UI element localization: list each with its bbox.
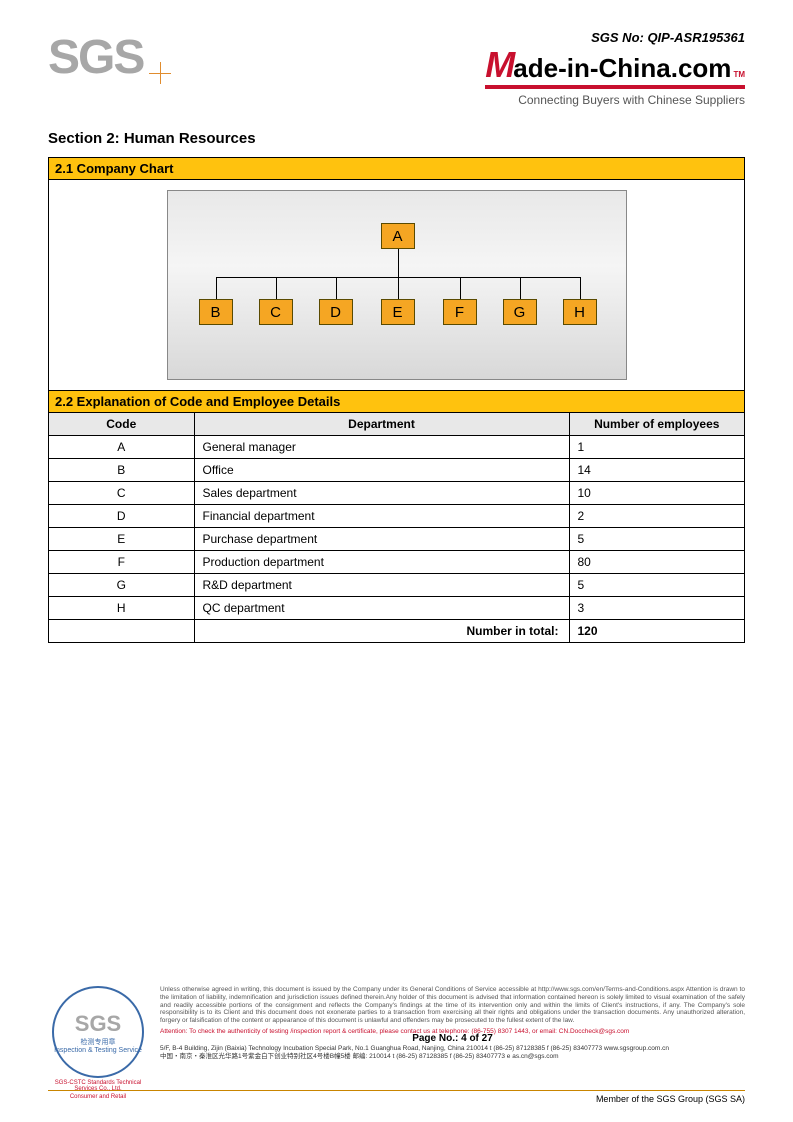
cell-department: General manager xyxy=(194,436,569,459)
org-node-child: G xyxy=(503,299,537,325)
col-header-employees: Number of employees xyxy=(569,413,744,436)
sgs-number: SGS No: QIP-ASR195361 xyxy=(485,30,745,45)
content-box: 2.1 Company Chart ABCDEFGH 2.2 Explanati… xyxy=(48,157,745,643)
seal-chinese-text: 检测专用章 xyxy=(81,1037,116,1047)
made-in-china-logo: Made-in-China.comTM xyxy=(485,47,745,83)
cell-code: D xyxy=(49,505,194,528)
company-chart-area: A BCD E FGH xyxy=(49,180,744,390)
cell-employees: 3 xyxy=(569,597,744,620)
org-node-child: F xyxy=(443,299,477,325)
sgs-logo: SGS xyxy=(48,30,143,85)
mic-logo-m: M xyxy=(485,47,515,83)
cell-employees: 80 xyxy=(569,551,744,574)
org-line-vertical xyxy=(398,249,399,277)
seal-sgs-text: SGS xyxy=(75,1011,121,1037)
cell-employees: 5 xyxy=(569,528,744,551)
sgs-seal: SGS 检测专用章 Inspection & Testing Service S… xyxy=(48,986,148,1084)
org-line-connector xyxy=(460,277,461,299)
cell-employees: 1 xyxy=(569,436,744,459)
cell-code: G xyxy=(49,574,194,597)
cell-employees: 14 xyxy=(569,459,744,482)
org-line-connector xyxy=(520,277,521,299)
member-text: Member of the SGS Group (SGS SA) xyxy=(48,1094,745,1104)
cell-department: Production department xyxy=(194,551,569,574)
disclaimer-text: Unless otherwise agreed in writing, this… xyxy=(160,986,745,1025)
seal-service-text: Inspection & Testing Service xyxy=(54,1047,142,1054)
cell-code: F xyxy=(49,551,194,574)
mic-logo-tm: TM xyxy=(733,71,745,79)
cell-employees: 2 xyxy=(569,505,744,528)
cell-total-blank xyxy=(49,620,194,643)
sgs-logo-text: SGS xyxy=(48,30,143,85)
table-row: BOffice14 xyxy=(49,459,744,482)
org-line-connector xyxy=(336,277,337,299)
mic-logo-underline xyxy=(485,85,745,89)
table-row: FProduction department80 xyxy=(49,551,744,574)
cell-department: R&D department xyxy=(194,574,569,597)
table-row: AGeneral manager1 xyxy=(49,436,744,459)
footer-text-block: Unless otherwise agreed in writing, this… xyxy=(160,986,745,1084)
mic-tagline: Connecting Buyers with Chinese Suppliers xyxy=(485,93,745,107)
cell-code: C xyxy=(49,482,194,505)
org-line-connector xyxy=(580,277,581,299)
page-footer: SGS 检测专用章 Inspection & Testing Service S… xyxy=(48,986,745,1104)
cell-department: QC department xyxy=(194,597,569,620)
table-header-row: Code Department Number of employees xyxy=(49,413,744,436)
section-title: Section 2: Human Resources xyxy=(48,130,745,147)
org-chart-frame: A BCD E FGH xyxy=(167,190,627,380)
cell-employees: 10 xyxy=(569,482,744,505)
address-en: 5/F, B-4 Building, Zijin (Baixia) Techno… xyxy=(160,1045,745,1053)
table-row: EPurchase department5 xyxy=(49,528,744,551)
cell-code: A xyxy=(49,436,194,459)
table-row: HQC department3 xyxy=(49,597,744,620)
header-right: SGS No: QIP-ASR195361 Made-in-China.comT… xyxy=(485,30,745,107)
address-cn: 中国・南京・秦淮区光华路1号紫金白下创业特别社区4号楼B幢5楼 邮编: 2100… xyxy=(160,1053,745,1061)
page-header: SGS SGS No: QIP-ASR195361 Made-in-China.… xyxy=(48,30,745,112)
org-line-connector xyxy=(398,277,399,299)
cell-department: Sales department xyxy=(194,482,569,505)
org-node-child: D xyxy=(319,299,353,325)
table-row: DFinancial department2 xyxy=(49,505,744,528)
footer-divider xyxy=(48,1090,745,1091)
cell-code: H xyxy=(49,597,194,620)
details-header: 2.2 Explanation of Code and Employee Det… xyxy=(49,390,744,413)
table-row: CSales department10 xyxy=(49,482,744,505)
org-node-child: E xyxy=(381,299,415,325)
org-node-child: H xyxy=(563,299,597,325)
seal-division: Consumer and Retail xyxy=(48,1094,148,1100)
table-row: GR&D department5 xyxy=(49,574,744,597)
org-node-child: C xyxy=(259,299,293,325)
cell-code: B xyxy=(49,459,194,482)
org-node-child: B xyxy=(199,299,233,325)
cell-department: Financial department xyxy=(194,505,569,528)
col-header-code: Code xyxy=(49,413,194,436)
cell-code: E xyxy=(49,528,194,551)
cell-department: Purchase department xyxy=(194,528,569,551)
cell-employees: 5 xyxy=(569,574,744,597)
cell-total-value: 120 xyxy=(569,620,744,643)
col-header-department: Department xyxy=(194,413,569,436)
cell-total-label: Number in total: xyxy=(194,620,569,643)
cell-department: Office xyxy=(194,459,569,482)
org-line-connector xyxy=(276,277,277,299)
employee-details-table: Code Department Number of employees AGen… xyxy=(49,413,744,642)
chart-header: 2.1 Company Chart xyxy=(49,158,744,180)
mic-logo-rest: ade-in-China.com xyxy=(513,55,731,81)
org-node-root: A xyxy=(381,223,415,249)
seal-company-name: SGS-CSTC Standards Technical Services Co… xyxy=(48,1080,148,1092)
table-total-row: Number in total:120 xyxy=(49,620,744,643)
org-line-connector xyxy=(216,277,217,299)
